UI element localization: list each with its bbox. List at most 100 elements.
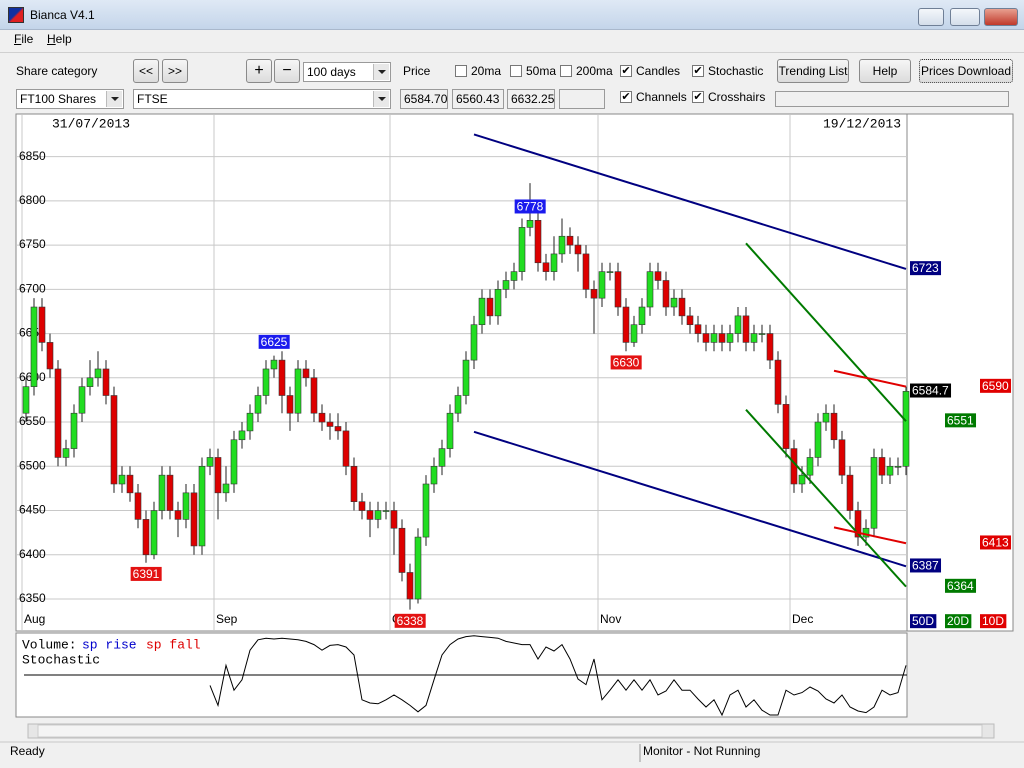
checkbox-label: 50ma <box>526 64 557 78</box>
price-annotation: 6630 <box>613 355 640 369</box>
category-value: FT100 Shares <box>20 92 97 106</box>
channel-line <box>833 526 907 545</box>
candle-body <box>422 483 430 538</box>
close-button[interactable] <box>984 8 1018 26</box>
candle-body <box>350 465 358 502</box>
candle-body <box>294 368 302 414</box>
candle-body <box>798 474 806 485</box>
candle-body <box>654 271 662 281</box>
candle-body <box>462 359 470 396</box>
zoom-out-button[interactable]: − <box>274 59 300 83</box>
channel-end-label: 6413 <box>982 535 1009 549</box>
candle-body <box>110 395 118 485</box>
scroll-thumb[interactable] <box>37 724 983 738</box>
candle-body <box>374 510 382 520</box>
candle-body <box>878 457 886 476</box>
candle-body <box>166 474 174 511</box>
candle-body <box>206 457 214 467</box>
candle-body <box>142 519 150 556</box>
category-combo[interactable]: FT100 Shares <box>16 89 124 109</box>
candle-body <box>102 368 110 396</box>
candle-body <box>638 306 646 326</box>
candle-body <box>646 271 654 308</box>
checkbox-label: Channels <box>636 90 687 104</box>
start-date: 31/07/2013 <box>52 116 130 131</box>
price-field: 6584.70 <box>400 89 448 109</box>
next-button[interactable]: >> <box>162 59 188 83</box>
checkbox[interactable] <box>510 65 522 77</box>
grid <box>17 115 907 630</box>
candle-body <box>542 262 550 272</box>
rise-label: sp rise <box>82 637 137 652</box>
chart-frame <box>15 113 1014 632</box>
label-background <box>514 199 546 214</box>
candle-body <box>566 235 574 246</box>
app-icon <box>8 7 24 23</box>
candle-body <box>662 280 670 308</box>
candle-body <box>814 421 822 458</box>
prices-download-button[interactable]: Prices Download <box>919 59 1013 83</box>
candle-body <box>94 368 102 379</box>
candle-body <box>694 324 702 334</box>
share-combo[interactable]: FTSE <box>133 89 391 109</box>
candle-body <box>214 457 222 494</box>
candle-body <box>198 465 206 547</box>
candle-body <box>494 289 502 317</box>
y-tick-label: 6800 <box>19 193 46 207</box>
price-field <box>559 89 605 109</box>
checkbox-label: Crosshairs <box>708 90 766 104</box>
label-background <box>394 613 426 628</box>
candle-body <box>38 306 46 343</box>
candle-body <box>774 359 782 405</box>
candle-body <box>126 474 134 494</box>
window-title: Bianca V4.1 <box>30 8 95 22</box>
checkbox-label: Stochastic <box>708 64 764 78</box>
legend-entry: 10D <box>982 614 1004 628</box>
channel-end-label: 6387 <box>912 558 939 572</box>
candle-body <box>606 271 614 273</box>
candle-body <box>478 297 486 326</box>
checkbox[interactable]: ✔ <box>692 91 704 103</box>
label-background <box>910 558 942 573</box>
candle-body <box>742 315 750 343</box>
checkbox[interactable]: ✔ <box>620 91 632 103</box>
checkbox[interactable] <box>455 65 467 77</box>
checkbox[interactable] <box>560 65 572 77</box>
combo-arrow <box>373 64 389 80</box>
prev-button[interactable]: << <box>133 59 159 83</box>
price-field: 6632.25 <box>507 89 555 109</box>
maximize-button[interactable] <box>950 8 980 26</box>
candle-body <box>150 510 158 556</box>
candle-body <box>182 492 190 520</box>
checkbox-label: 20ma <box>471 64 502 78</box>
candle-body <box>78 386 86 414</box>
candle-body <box>510 271 518 281</box>
zoom-in-button[interactable]: + <box>246 59 272 83</box>
y-tick-label: 6750 <box>19 237 46 251</box>
candle-body <box>614 271 622 308</box>
menu-item[interactable]: Help <box>47 32 72 46</box>
price-field: 6560.43 <box>452 89 504 109</box>
checkbox[interactable]: ✔ <box>692 65 704 77</box>
candle-body <box>318 412 326 423</box>
trending-list-button[interactable]: Trending List <box>777 59 849 83</box>
help-button[interactable]: Help <box>859 59 911 83</box>
candle-body <box>62 448 70 458</box>
separator <box>0 52 1024 53</box>
menu-item[interactable]: File <box>14 32 34 46</box>
checkbox[interactable]: ✔ <box>620 65 632 77</box>
candle-body <box>854 510 862 538</box>
volume-label: Volume: <box>22 637 77 652</box>
checkbox-label: Candles <box>636 64 681 78</box>
period-combo[interactable]: 100 days <box>303 62 391 82</box>
minimize-button[interactable] <box>918 8 944 26</box>
candle-body <box>902 391 910 467</box>
candle-body <box>486 297 494 317</box>
legend-entry: 50D <box>912 614 934 628</box>
candle-body <box>238 430 246 441</box>
candle-body <box>414 536 422 600</box>
candle-body <box>502 280 510 290</box>
x-tick-label: Dec <box>792 612 813 626</box>
candle-body <box>70 412 78 449</box>
candle-body <box>222 483 230 494</box>
